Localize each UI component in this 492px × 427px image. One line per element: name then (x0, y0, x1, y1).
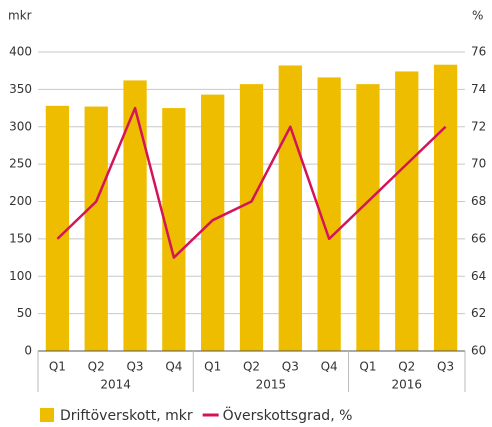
bar (433, 64, 458, 352)
y-tick-label: 0 (24, 344, 32, 358)
y2-tick-label: 72 (471, 119, 486, 133)
legend-swatch (40, 408, 54, 422)
bar (84, 106, 108, 351)
y-tick-label: 400 (9, 45, 32, 59)
x-tick-label: Q2 (88, 360, 105, 374)
x-tick-label: Q1 (204, 360, 221, 374)
x-tick-label: Q1 (359, 360, 376, 374)
bar (45, 105, 70, 351)
group-label: 2016 (391, 378, 422, 392)
bar (395, 71, 419, 351)
group-label: 2015 (256, 378, 287, 392)
y2-tick-label: 66 (471, 231, 486, 245)
y-tick-label: 300 (9, 119, 32, 133)
y2-tick-label: 68 (471, 194, 486, 208)
legend-label: Överskottsgrad, % (223, 406, 353, 424)
y-tick-label: 350 (9, 82, 32, 96)
bar (356, 84, 380, 351)
bar (201, 94, 225, 352)
legend-label: Driftöverskott, mkr (60, 408, 193, 424)
y-tick-label: 250 (9, 157, 32, 171)
group-label: 2014 (100, 378, 131, 392)
y2-axis-unit: % (472, 9, 483, 23)
y-tick-label: 150 (9, 231, 32, 245)
x-tick-label: Q3 (282, 360, 299, 374)
y2-tick-label: 74 (471, 82, 486, 96)
x-tick-label: Q2 (398, 360, 415, 374)
y2-tick-label: 64 (471, 269, 486, 283)
y2-tick-label: 76 (471, 45, 486, 59)
y-tick-label: 200 (9, 194, 32, 208)
x-tick-label: Q2 (243, 360, 260, 374)
y2-tick-label: 70 (471, 157, 486, 171)
bar (123, 80, 147, 351)
bar (239, 84, 264, 351)
line-series (56, 106, 447, 259)
y2-tick-label: 60 (471, 344, 486, 358)
x-tick-label: Q3 (437, 360, 454, 374)
y2-tick-label: 62 (471, 306, 486, 320)
x-tick-label: Q4 (321, 360, 338, 374)
x-tick-label: Q1 (49, 360, 66, 374)
bar (317, 77, 341, 351)
y-tick-label: 50 (17, 306, 32, 320)
bar (162, 108, 186, 351)
y-tick-label: 100 (9, 269, 32, 283)
x-tick-label: Q3 (126, 360, 143, 374)
x-tick-label: Q4 (165, 360, 182, 374)
bar (278, 65, 302, 351)
y-axis-unit: mkr (8, 9, 32, 23)
